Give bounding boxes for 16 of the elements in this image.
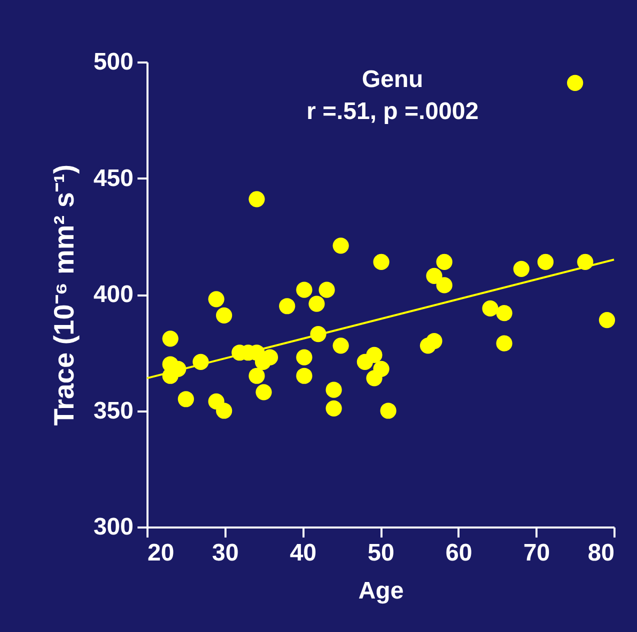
x-tick-label: 50 [368, 540, 394, 566]
y-tick-label: 400 [93, 281, 134, 308]
x-tick-label: 80 [588, 540, 614, 566]
y-tick-label: 450 [93, 164, 134, 192]
y-tick-label: 300 [93, 514, 134, 540]
x-tick-label: 30 [212, 540, 239, 566]
y-axis-title: Trace (10⁻⁶ mm² s⁻¹) [48, 164, 80, 426]
x-tick-label: 20 [148, 540, 174, 566]
x-tick-label: 40 [290, 540, 317, 566]
x-tick-label: 60 [445, 540, 472, 566]
chart-title: Genu [362, 66, 424, 93]
y-tick-label: 350 [93, 397, 134, 424]
x-axis-title: Age [358, 578, 404, 604]
y-tick-label: 500 [93, 48, 134, 76]
x-tick-label: 70 [523, 540, 550, 566]
annotation: r =.51, p =.0002 [306, 98, 479, 125]
